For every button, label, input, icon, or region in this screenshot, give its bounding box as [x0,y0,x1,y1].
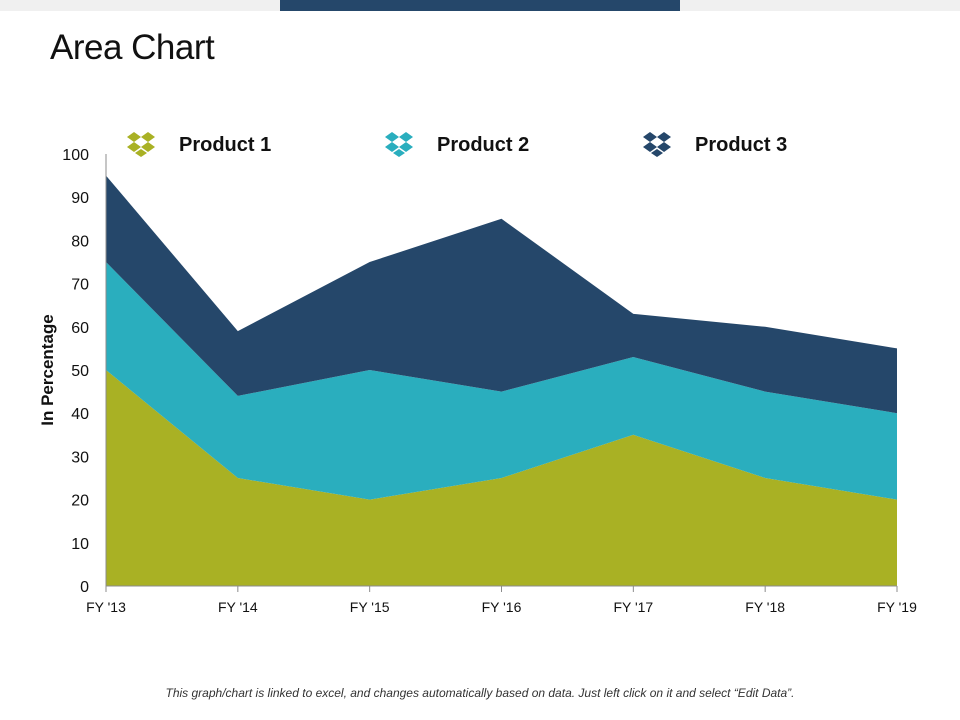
y-tick-label: 90 [71,190,89,207]
x-tick-label: FY '14 [218,599,258,615]
x-tick-label: FY '15 [350,599,390,615]
x-tick-label: FY '13 [86,599,126,615]
y-tick-label: 10 [71,536,89,553]
x-tick-label: FY '19 [877,599,917,615]
legend-label: Product 1 [179,134,271,156]
y-tick-label: 20 [71,493,89,510]
legend-item-3[interactable]: Product 3 [643,132,787,157]
legend-label: Product 3 [695,134,787,156]
top-band-right [680,0,960,11]
y-tick-label: 30 [71,449,89,466]
y-tick-label: 100 [62,147,89,164]
y-tick-label: 70 [71,277,89,294]
dropbox-icon [643,132,671,157]
y-tick-label: 0 [80,579,89,596]
footnote: This graph/chart is linked to excel, and… [165,686,795,700]
dropbox-icon [127,132,155,157]
y-axis-title: In Percentage [38,314,57,426]
area-series-2[interactable] [106,262,897,500]
x-tick-label: FY '18 [745,599,785,615]
top-band-left [0,0,280,11]
area-series-3[interactable] [106,175,897,414]
y-tick-label: 40 [71,406,89,423]
x-tick-label: FY '16 [482,599,522,615]
page-title: Area Chart [50,28,215,67]
y-tick-label: 80 [71,233,89,250]
y-tick-label: 60 [71,320,89,337]
x-tick-label: FY '17 [613,599,653,615]
legend-item-2[interactable]: Product 2 [385,132,529,157]
chart-axes: 0 10 20 30 40 50 60 70 80 90 100 FY '13 FY '14 FY '15… [38,147,917,615]
chart-legend: Product 1 Product 2 Product 3 [127,132,787,157]
dropbox-icon [385,132,413,157]
y-tick-label: 50 [71,363,89,380]
legend-label: Product 2 [437,134,529,156]
legend-item-1[interactable]: Product 1 [127,132,271,157]
chart-areas [106,175,897,586]
top-band-accent [280,0,680,11]
